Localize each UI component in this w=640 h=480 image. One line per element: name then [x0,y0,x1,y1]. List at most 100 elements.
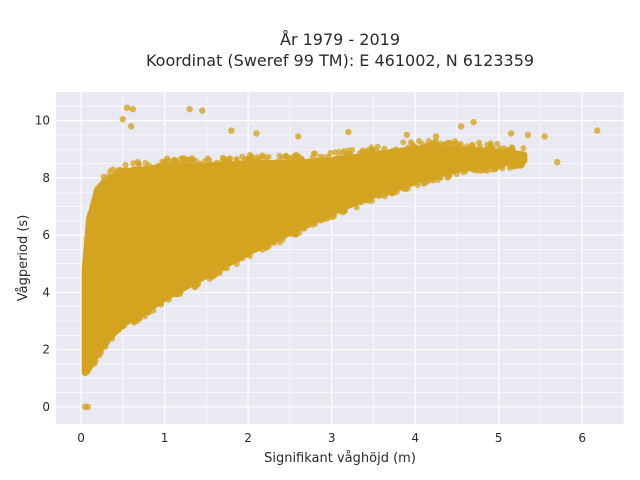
data-point [457,141,464,148]
y-tick-label: 4 [42,285,50,299]
data-point [207,161,214,168]
data-point [409,180,416,187]
data-point [201,163,208,170]
data-point [318,217,325,224]
data-point [134,312,141,319]
data-point [194,281,201,288]
data-point [437,174,444,181]
y-axis-title: Vågperiod (s) [16,215,31,302]
data-point [278,234,285,241]
data-point [199,107,206,114]
data-point [135,161,142,168]
data-points [81,104,601,410]
data-point [359,148,366,155]
data-point [327,149,334,156]
x-tick-label: 0 [77,431,85,445]
x-tick-label: 4 [411,431,419,445]
data-point [341,155,348,162]
data-point [82,262,89,269]
data-point [450,168,457,175]
data-point [389,148,396,155]
data-point [489,166,496,173]
data-point [142,160,149,166]
chart-title-line1: År 1979 - 2019 [280,30,400,49]
data-point [271,240,277,246]
data-point [353,201,359,208]
data-point [150,307,157,314]
data-point [305,222,312,229]
data-point [348,152,355,159]
data-point [295,133,302,140]
data-point [425,144,432,151]
data-point [332,149,339,156]
data-point [158,300,165,307]
data-point [249,247,256,254]
y-tick-label: 2 [42,343,50,357]
data-point [228,127,235,134]
data-point [349,146,356,153]
data-point [332,155,339,162]
data-point [93,187,100,194]
data-point [84,235,91,242]
data-point [368,146,375,153]
data-point [239,255,246,262]
data-point [274,158,281,165]
data-point [187,281,193,288]
data-point [455,146,462,152]
data-point [374,143,381,150]
data-point [366,195,373,202]
data-point [123,104,131,111]
data-point [508,130,515,137]
data-point [483,147,489,154]
y-tick-label: 10 [35,114,50,128]
x-tick-label: 5 [495,431,503,445]
data-point [180,158,187,165]
data-point [87,210,94,217]
data-point [541,133,548,140]
data-point [520,145,527,152]
data-point [163,157,170,164]
data-point [117,166,124,173]
x-tick-label: 1 [161,431,169,445]
data-point [276,239,283,246]
data-point [84,242,91,249]
data-point [488,145,495,152]
data-point [101,177,107,184]
data-point [476,139,482,146]
data-point [98,349,104,356]
data-point [400,139,407,146]
data-point [178,286,185,293]
data-point [143,307,150,314]
data-point [317,153,324,160]
data-point [312,150,318,157]
data-point [410,142,417,149]
data-point [118,323,125,330]
y-tick-label: 8 [42,171,50,185]
data-point [217,265,224,272]
data-point [443,144,450,151]
data-point [367,151,374,158]
data-point [173,159,180,166]
x-tick-label: 6 [578,431,586,445]
data-point [594,127,601,134]
chart-title-line2: Koordinat (Sweref 99 TM): E 461002, N 61… [146,51,534,70]
data-point [431,174,438,181]
data-point [474,165,481,172]
data-point [464,143,471,150]
data-point [221,265,228,272]
data-point [462,168,469,175]
data-point [404,144,411,151]
data-point [206,275,213,282]
data-point [186,106,193,113]
data-point [105,173,112,180]
data-point [438,140,445,147]
tick-labels: 0 1 2 3 4 5 6 0 2 4 6 8 10 [35,114,586,445]
y-tick-label: 6 [42,228,50,242]
data-point [469,141,476,148]
data-point [206,157,213,164]
data-point [227,155,233,162]
data-point [196,160,203,167]
data-point [295,153,302,160]
data-point [379,192,385,198]
